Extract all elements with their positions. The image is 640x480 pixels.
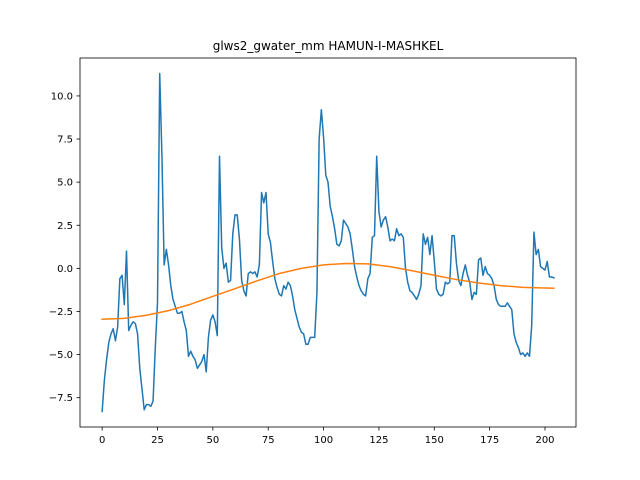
x-tick-label: 200 [535, 435, 554, 446]
series-line-1 [101, 72, 555, 413]
plot-area [101, 72, 555, 413]
x-tick-label: 25 [151, 435, 164, 446]
y-tick-label: −2.5 [49, 307, 73, 318]
x-tick-label: 125 [369, 435, 388, 446]
y-tick-label: 7.5 [57, 135, 73, 146]
y-tick-label: 2.5 [57, 221, 73, 232]
y-tick-label: 0.0 [57, 264, 73, 275]
axes: 0 25 50 75 100 125 150 175 200 −7.5 −5.0 −2.5 0.0 2.5… [49, 57, 577, 446]
y-tick-label: 5.0 [57, 178, 73, 189]
axes-frame [79, 57, 577, 428]
x-tick-label: 175 [480, 435, 499, 446]
x-tick-label: 150 [425, 435, 444, 446]
series-line-2 [101, 262, 555, 321]
x-tick-label: 0 [99, 435, 105, 446]
x-tick-label: 75 [262, 435, 275, 446]
y-tick-label: −7.5 [49, 393, 73, 404]
y-tick-label: −5.0 [49, 350, 73, 361]
y-tick-label: 10.0 [51, 91, 73, 102]
x-tick-label: 50 [206, 435, 219, 446]
chart-title: glws2_gwater_mm HAMUN-I-MASHKEL [213, 39, 444, 53]
x-tick-label: 100 [314, 435, 333, 446]
